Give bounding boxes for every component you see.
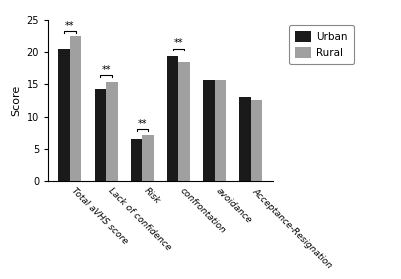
Bar <box>239 97 251 181</box>
Text: **: ** <box>65 21 75 31</box>
Text: **: ** <box>138 119 147 129</box>
Text: **: ** <box>174 38 183 48</box>
Legend: Urban, Rural: Urban, Rural <box>289 25 354 64</box>
Bar <box>251 100 263 181</box>
Bar <box>95 90 106 181</box>
Bar <box>142 135 154 181</box>
Bar <box>178 62 190 181</box>
Y-axis label: Score: Score <box>11 85 21 116</box>
Bar <box>215 80 226 181</box>
Bar <box>131 139 142 181</box>
Bar <box>58 49 70 181</box>
Bar <box>203 80 215 181</box>
Bar <box>70 36 81 181</box>
Bar <box>167 56 178 181</box>
Text: **: ** <box>101 65 111 75</box>
Bar <box>106 82 117 181</box>
